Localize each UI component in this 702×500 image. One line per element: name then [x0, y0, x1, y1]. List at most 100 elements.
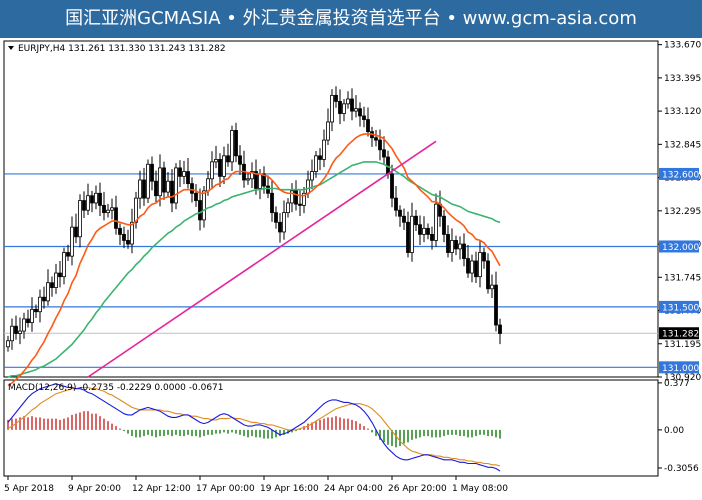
time-tick-label: 19 Apr 16:00: [260, 484, 319, 494]
candle-body: [202, 190, 206, 221]
trendline[interactable]: [87, 140, 437, 378]
horizontal-levels: [4, 173, 658, 368]
level-label-text: 131.000: [662, 364, 699, 374]
candle-body: [130, 221, 134, 245]
candle-body: [290, 190, 294, 204]
price-tick-label: 133.395: [664, 74, 701, 84]
candle-body: [26, 318, 30, 324]
time-tick-label: 26 Apr 20:00: [388, 484, 447, 494]
price-tick-label: 131.195: [664, 340, 701, 350]
candle-body: [418, 224, 422, 235]
candle-body: [498, 324, 502, 334]
candle-body: [70, 226, 74, 257]
candle-body: [222, 155, 226, 177]
time-tick-label: 5 Apr 2018: [4, 484, 54, 494]
candle-body: [122, 233, 126, 241]
candle-body: [74, 226, 78, 238]
time-tick-label: 12 Apr 12:00: [132, 484, 191, 494]
candle-body: [302, 192, 306, 206]
candle-body: [178, 167, 182, 177]
candle-body: [246, 178, 250, 181]
candle-body: [126, 240, 130, 245]
candle-body: [382, 149, 386, 158]
price-tick-label: 132.295: [664, 207, 701, 217]
candle-body: [434, 203, 438, 241]
candle-body: [398, 209, 402, 217]
candle-body: [46, 282, 50, 302]
main-plot-frame: [3, 40, 659, 378]
candle-body: [478, 252, 482, 278]
level-label-box: [659, 361, 699, 374]
candle-body: [278, 221, 282, 233]
level-label-text: 131.500: [662, 303, 699, 313]
candle-body: [218, 159, 222, 177]
chart-area[interactable]: 133.670133.395133.120132.845132.570132.2…: [0, 38, 702, 500]
candle-body: [346, 98, 350, 105]
macd-tick-label: 0.00: [664, 426, 684, 436]
time-tick-label: 17 Apr 00:00: [196, 484, 255, 494]
banner-text: 国汇亚洲GCMASIA • 外汇贵金属投资首选平台 • www.gcm-asia…: [65, 8, 637, 29]
candle-body: [258, 173, 262, 189]
candle-body: [394, 197, 398, 211]
candle-body: [42, 296, 46, 302]
level-label-box: [659, 300, 699, 313]
time-axis: 5 Apr 2018 9 Apr 20:00 12 Apr 12:00 17 Apr …: [4, 476, 508, 494]
candle-body: [234, 130, 238, 157]
candle-body: [298, 203, 302, 206]
candle-body: [274, 212, 278, 223]
candle-body: [266, 185, 270, 194]
price-chart-svg[interactable]: 133.670133.395133.120132.845132.570132.2…: [0, 38, 702, 500]
candle-body: [334, 94, 338, 102]
candle-body: [422, 227, 426, 235]
candlesticks: [6, 86, 502, 352]
candle-body: [170, 180, 174, 204]
macd-tick-label: 0.377: [664, 379, 690, 389]
candle-body: [322, 139, 326, 160]
candle-body: [310, 171, 314, 181]
candle-body: [426, 227, 430, 235]
macd-plot-frame: [3, 379, 659, 477]
candle-body: [86, 195, 90, 211]
candle-body: [406, 221, 410, 253]
macd-main-polyline: [7, 383, 501, 472]
candle-body: [198, 200, 202, 221]
header-banner: 国汇亚洲GCMASIA • 外汇贵金属投资首选平台 • www.gcm-asia…: [0, 0, 702, 38]
candle-body: [462, 243, 466, 259]
candle-body: [58, 272, 62, 278]
candle-body: [78, 200, 82, 238]
candle-body: [214, 159, 218, 163]
macd-tick-label: -0.3056: [664, 464, 699, 474]
candle-body: [430, 233, 434, 241]
candle-body: [114, 207, 118, 229]
candle-body: [390, 173, 394, 199]
candle-body: [286, 202, 290, 214]
candle-body: [34, 308, 38, 313]
candle-body: [6, 340, 10, 348]
candle-body: [458, 243, 462, 250]
candle-body: [338, 101, 342, 114]
candle-body: [62, 252, 66, 278]
candle-body: [110, 207, 114, 211]
candle-body: [454, 240, 458, 250]
collapse-triangle-icon[interactable]: [8, 46, 14, 50]
candle-body: [294, 190, 298, 205]
candle-body: [146, 163, 150, 199]
candle-body: [94, 192, 98, 204]
candle-body: [118, 227, 122, 235]
candle-body: [30, 308, 34, 324]
candle-body: [450, 240, 454, 253]
current-price-box: [659, 327, 699, 340]
candle-body: [330, 94, 334, 123]
candle-body: [410, 215, 414, 253]
candle-body: [14, 325, 18, 334]
candle-body: [206, 178, 210, 192]
candle-body: [102, 204, 106, 214]
candle-body: [194, 192, 198, 201]
macd-header: MACD(12,26,9) -0.2735 -0.2229 0.0000 -0.…: [8, 383, 224, 393]
candle-body: [362, 115, 366, 120]
candle-body: [262, 173, 266, 187]
candle-body: [150, 163, 154, 182]
candle-body: [134, 197, 138, 223]
candle-body: [138, 179, 142, 199]
level-label-text: 132.000: [662, 243, 699, 253]
